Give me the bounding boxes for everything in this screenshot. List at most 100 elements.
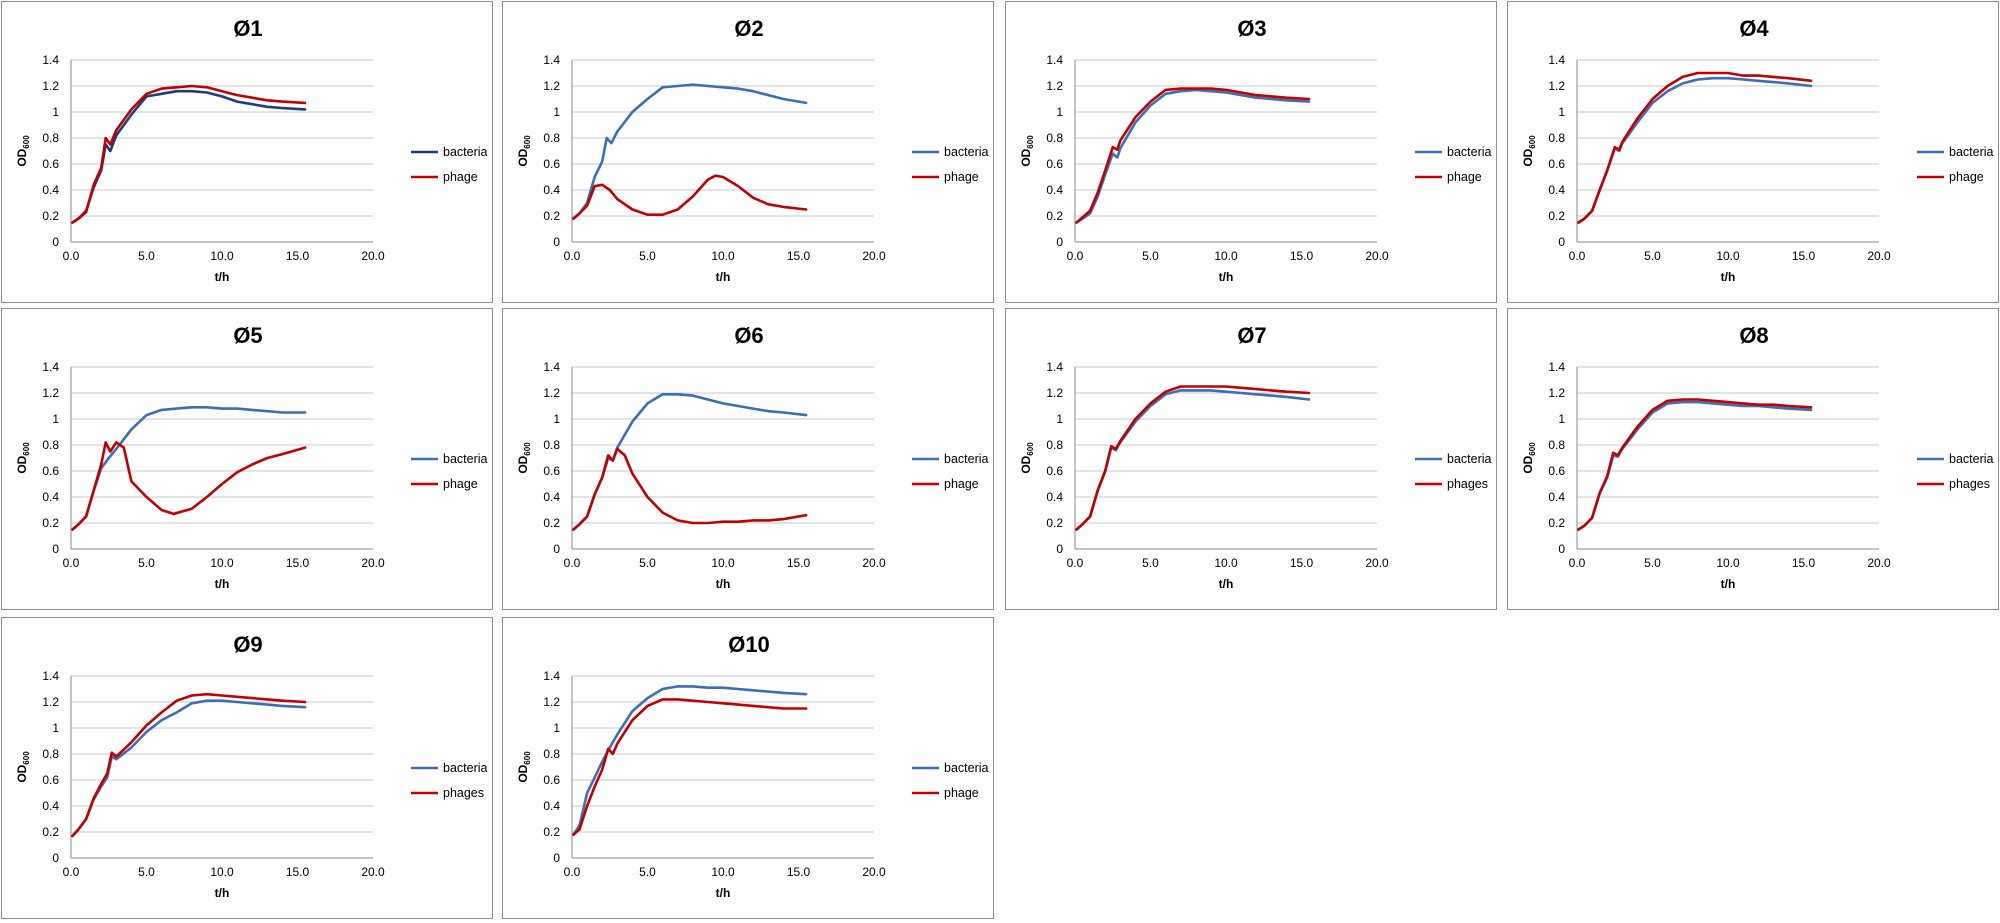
legend-label-phages: phages (1949, 477, 1990, 491)
y-axis-label: OD600 (1521, 442, 1537, 474)
y-axis-label: OD600 (1521, 135, 1537, 167)
chart-title: Ø2 (734, 16, 763, 41)
y-tick-label: 0.2 (1046, 209, 1063, 223)
x-tick-label: 15.0 (1792, 556, 1816, 570)
y-tick-label: 0.2 (543, 209, 560, 223)
x-tick-label: 15.0 (787, 556, 811, 570)
y-tick-label: 1.2 (1046, 79, 1063, 93)
x-tick-label: 0.0 (1067, 556, 1084, 570)
y-tick-label: 0.6 (1548, 464, 1565, 478)
x-axis-label: t/h (1721, 270, 1736, 284)
legend-label-phage: phage (944, 477, 979, 491)
y-tick-label: 1.2 (42, 79, 59, 93)
x-tick-label: 20.0 (1365, 249, 1389, 263)
series-line-bacteria (572, 685, 808, 836)
legend-label-phage: phage (443, 170, 478, 184)
x-tick-label: 20.0 (862, 249, 886, 263)
y-tick-label: 1.2 (543, 79, 560, 93)
x-tick-label: 0.0 (1569, 556, 1586, 570)
y-tick-label: 1 (52, 105, 59, 119)
legend-label-bacteria: bacteria (1447, 145, 1492, 159)
chart-panel-8: Ø8 0 0.2 0.4 0.6 0.8 1 1.2 1.4 0.0 5.0 10.0 15.0 20.0… (1507, 308, 1999, 610)
y-tick-label: 0.2 (42, 516, 59, 530)
y-tick-label: 0.2 (42, 209, 59, 223)
chart-title: Ø7 (1237, 323, 1266, 348)
y-tick-label: 1.2 (42, 386, 59, 400)
y-tick-label: 0 (1558, 542, 1565, 556)
chart-svg: Ø1 0 0.2 0.4 0.6 0.8 1 1.2 1.4 0.0 5.0 10.0 15.0 20.0… (15, 16, 488, 284)
y-tick-label: 0.4 (42, 183, 59, 197)
x-tick-label: 0.0 (564, 865, 581, 879)
legend-label-phage: phage (944, 786, 979, 800)
y-tick-label: 0.4 (1046, 490, 1063, 504)
chart-panel-2: Ø2 0 0.2 0.4 0.6 0.8 1 1.2 1.4 0.0 5.0 10.0 15.0 20.0… (502, 1, 994, 303)
series-line-bacteria (572, 393, 808, 531)
x-tick-label: 10.0 (1214, 556, 1238, 570)
x-tick-label: 10.0 (1716, 556, 1740, 570)
legend-label-phage: phage (1447, 170, 1482, 184)
x-tick-label: 5.0 (639, 556, 656, 570)
x-axis-label: t/h (1219, 270, 1234, 284)
y-tick-label: 0.4 (1548, 490, 1565, 504)
x-tick-label: 15.0 (286, 556, 310, 570)
y-tick-label: 0.8 (1046, 131, 1063, 145)
chart-title: Ø1 (233, 16, 262, 41)
x-tick-label: 15.0 (1290, 249, 1314, 263)
y-tick-label: 1.4 (543, 669, 560, 683)
y-tick-label: 1 (553, 105, 560, 119)
x-tick-label: 5.0 (138, 865, 155, 879)
y-tick-label: 1.4 (543, 360, 560, 374)
x-axis-label: t/h (716, 577, 731, 591)
y-tick-label: 1 (52, 412, 59, 426)
y-tick-label: 0 (52, 542, 59, 556)
y-tick-label: 0.2 (543, 825, 560, 839)
x-tick-label: 0.0 (1067, 249, 1084, 263)
series-line-phage (71, 84, 307, 224)
chart-title: Ø8 (1739, 323, 1768, 348)
y-tick-label: 0 (553, 235, 560, 249)
y-tick-label: 0.2 (1046, 516, 1063, 530)
y-tick-label: 0.4 (543, 183, 560, 197)
y-tick-label: 0.6 (543, 464, 560, 478)
series-line-phage (572, 447, 808, 531)
x-tick-label: 20.0 (1867, 556, 1891, 570)
legend-label-bacteria: bacteria (944, 761, 989, 775)
y-tick-label: 1 (1558, 412, 1565, 426)
x-tick-label: 10.0 (210, 865, 234, 879)
x-tick-label: 0.0 (63, 556, 80, 570)
chart-svg: Ø10 0 0.2 0.4 0.6 0.8 1 1.2 1.4 0.0 5.0 10.0 15.0 20.… (516, 632, 989, 900)
y-tick-label: 1.2 (1046, 386, 1063, 400)
x-tick-label: 15.0 (286, 249, 310, 263)
y-tick-label: 0.6 (543, 773, 560, 787)
y-tick-label: 0.2 (1548, 516, 1565, 530)
y-tick-label: 0.4 (1046, 183, 1063, 197)
chart-svg: Ø5 0 0.2 0.4 0.6 0.8 1 1.2 1.4 0.0 5.0 10.0 15.0 20.0… (15, 323, 488, 591)
chart-panel-7: Ø7 0 0.2 0.4 0.6 0.8 1 1.2 1.4 0.0 5.0 10.0 15.0 20.0… (1005, 308, 1497, 610)
y-tick-label: 1.4 (1046, 360, 1063, 374)
y-tick-label: 1.4 (1046, 53, 1063, 67)
x-tick-label: 20.0 (1867, 249, 1891, 263)
x-tick-label: 5.0 (138, 249, 155, 263)
series-line-bacteria (71, 89, 307, 224)
series-line-phages (1075, 385, 1311, 531)
chart-panel-1: Ø1 0 0.2 0.4 0.6 0.8 1 1.2 1.4 0.0 5.0 10.0 15.0 20.0… (1, 1, 493, 303)
y-tick-label: 0.2 (42, 825, 59, 839)
series-line-phage (1075, 87, 1311, 224)
y-tick-label: 0.6 (1046, 464, 1063, 478)
x-axis-label: t/h (215, 886, 230, 900)
x-tick-label: 10.0 (1214, 249, 1238, 263)
x-tick-label: 10.0 (210, 556, 234, 570)
x-tick-label: 0.0 (63, 865, 80, 879)
y-tick-label: 0.6 (42, 157, 59, 171)
series-line-bacteria (1577, 400, 1813, 531)
y-tick-label: 0 (553, 542, 560, 556)
x-tick-label: 20.0 (862, 865, 886, 879)
legend-label-phages: phages (1447, 477, 1488, 491)
x-axis-label: t/h (716, 270, 731, 284)
x-tick-label: 15.0 (787, 865, 811, 879)
y-tick-label: 0.8 (543, 131, 560, 145)
y-axis-label: OD600 (15, 135, 31, 167)
y-tick-label: 0.8 (543, 438, 560, 452)
legend-label-bacteria: bacteria (443, 761, 488, 775)
x-tick-label: 5.0 (138, 556, 155, 570)
